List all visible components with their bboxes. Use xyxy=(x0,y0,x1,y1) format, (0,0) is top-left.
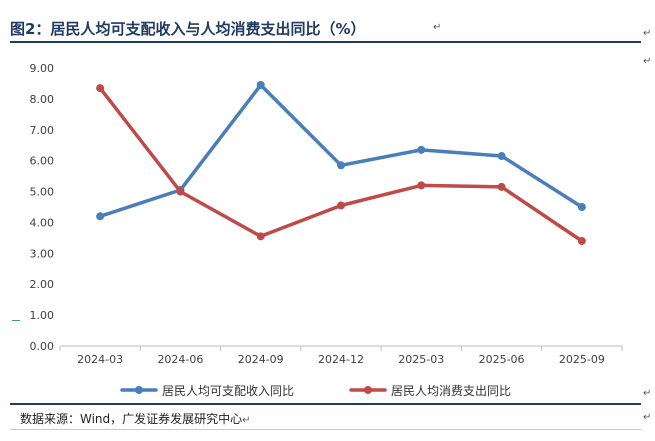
y-tick-label: 3.00 xyxy=(30,247,55,260)
series-1-point xyxy=(96,212,105,221)
right-paragraph-mark-4: ↵ xyxy=(643,412,652,423)
legend-swatch-marker-2 xyxy=(364,386,372,394)
title-paragraph-mark: ↵ xyxy=(433,22,442,33)
bottom-rule xyxy=(10,429,641,430)
legend-label-1: 居民人均可支配收入同比 xyxy=(162,384,294,398)
y-tick-label: 2.00 xyxy=(30,278,55,291)
x-tick-label: 2025-03 xyxy=(398,353,444,366)
series-1-point xyxy=(417,145,426,154)
x-tick-label: 2024-03 xyxy=(77,353,123,366)
series-2-point xyxy=(577,236,586,245)
series-1-point xyxy=(337,161,345,170)
series-1-point xyxy=(256,80,265,89)
series-line-1 xyxy=(98,83,584,219)
x-axis-ticks: 2024-03 2024-06 2024-09 2024-12 2025-03 2025-… xyxy=(59,346,623,366)
legend-label-2: 居民人均消费支出同比 xyxy=(391,384,511,398)
x-tick-label: 2024-06 xyxy=(157,353,203,366)
right-paragraph-mark-1: ↵ xyxy=(643,28,652,39)
legend-swatch-marker-1 xyxy=(135,386,143,394)
y-tick-label: 7.00 xyxy=(30,124,55,137)
y-tick-label: 8.00 xyxy=(30,93,55,106)
title-rule xyxy=(10,41,641,43)
margin-marker xyxy=(12,320,20,321)
series-1-point xyxy=(577,203,586,211)
series-2-point xyxy=(96,84,105,93)
source-paragraph-mark: ↵ xyxy=(242,415,251,426)
y-tick-label: 5.00 xyxy=(30,186,55,199)
y-tick-label: 4.00 xyxy=(30,216,55,229)
source-text: 数据来源：Wind，广发证券发展研究中心 xyxy=(20,412,243,426)
series-2-point xyxy=(176,187,185,196)
source-rule xyxy=(10,403,641,405)
series-2-point xyxy=(497,182,506,191)
x-tick-label: 2024-09 xyxy=(238,353,284,366)
chart-legend: 居民人均可支配收入同比 居民人均消费支出同比 xyxy=(120,384,511,398)
y-tick-label: 1.00 xyxy=(30,309,55,322)
y-tick-label: 6.00 xyxy=(30,155,55,168)
series-1-point xyxy=(497,152,506,161)
figure-source: 数据来源：Wind，广发证券发展研究中心↵ xyxy=(20,410,251,427)
y-tick-label: 9.00 xyxy=(30,62,55,75)
series-2-point xyxy=(256,232,265,241)
series-2-point xyxy=(337,201,345,210)
x-tick-label: 2024-12 xyxy=(318,353,364,366)
chart-series xyxy=(96,80,586,245)
x-tick-label: 2025-09 xyxy=(559,353,605,366)
series-2-point xyxy=(417,181,426,190)
y-axis-ticks: 0.00 1.00 2.00 3.00 4.00 5.00 6.00 7.00 8.00 9.00 xyxy=(30,62,55,353)
y-tick-label: 0.00 xyxy=(30,340,55,353)
x-tick-label: 2025-06 xyxy=(479,353,525,366)
right-paragraph-mark-3: ↵ xyxy=(643,388,652,399)
right-paragraph-mark-2: ↵ xyxy=(643,56,652,67)
figure-title: 图2：居民人均可支配收入与人均消费支出同比（%） xyxy=(10,20,366,38)
